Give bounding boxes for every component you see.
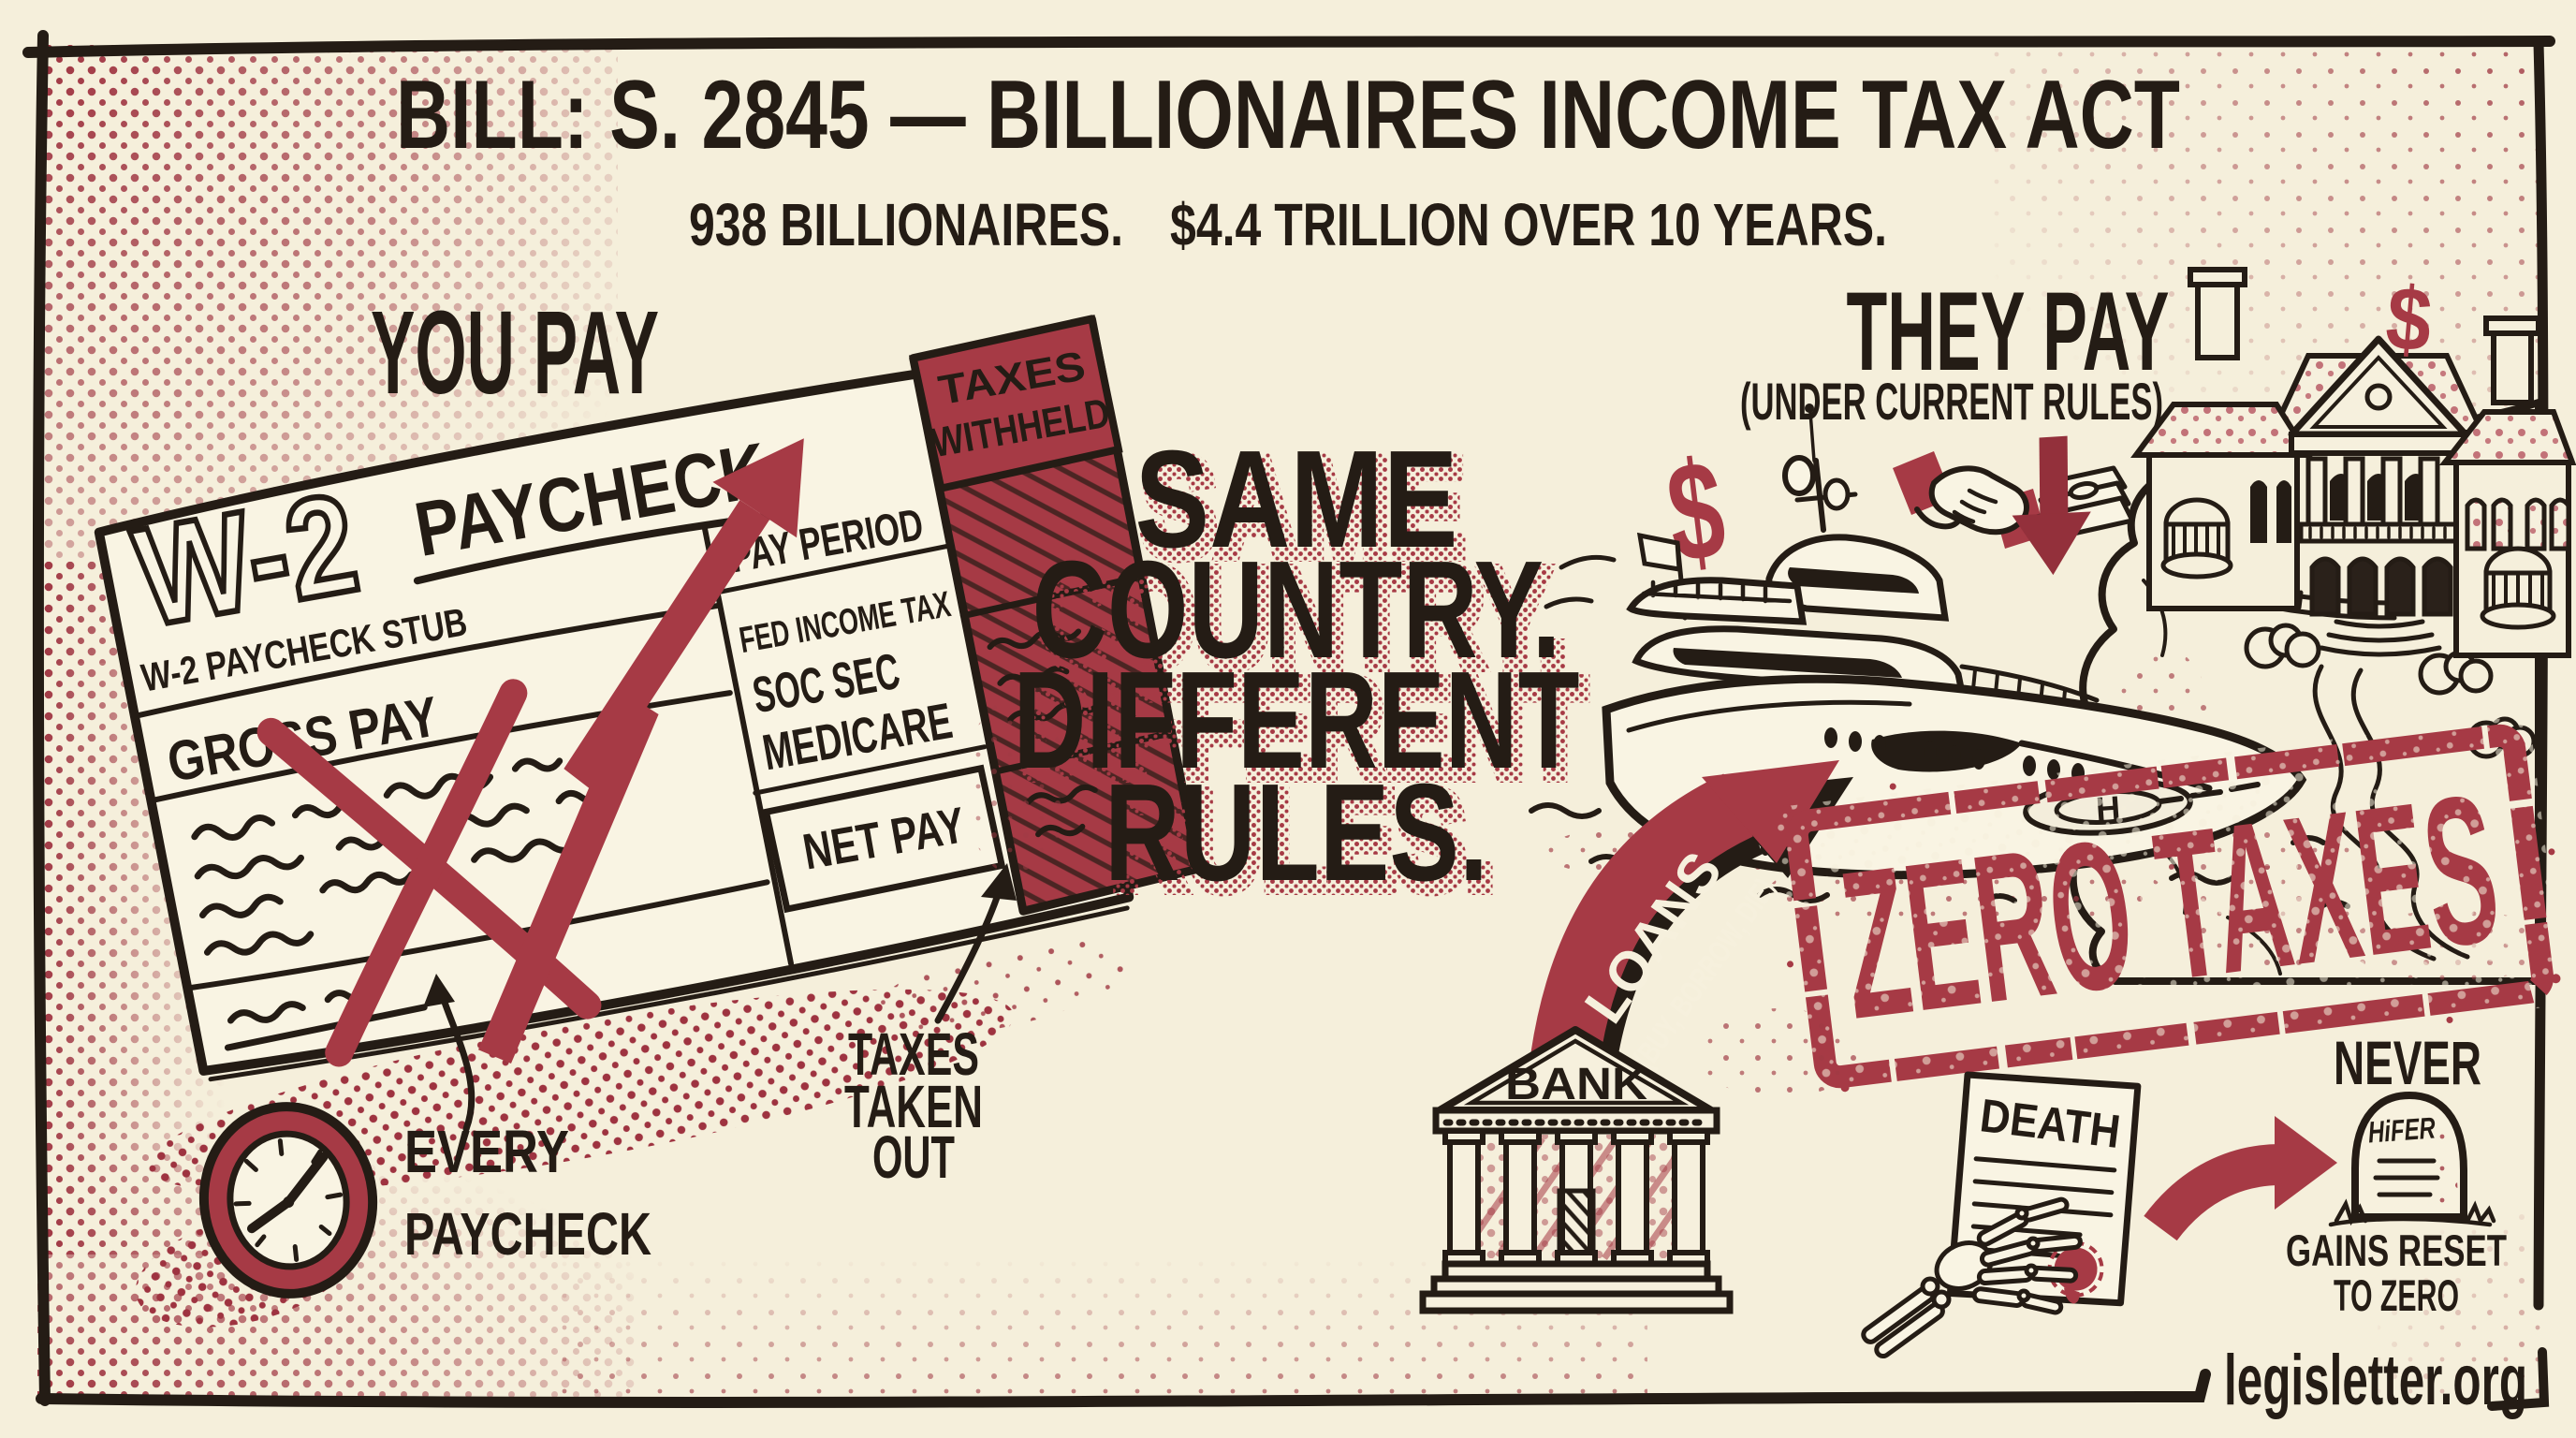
svg-text:RULES.: RULES. [1111, 764, 1495, 918]
center-headline-shadow: SAME COUNTRY. DIFFERENT RULES. [1014, 424, 1593, 925]
clock-icon [198, 1102, 378, 1299]
skeleton-hand-icon [1861, 1196, 2083, 1359]
bank-illustration: BANK [1419, 1026, 1734, 1314]
tombstone-icon: HiFER [2328, 1092, 2496, 1227]
tombstone-inscription: HiFER [2367, 1111, 2437, 1150]
headline-different: DIFFERENT [1014, 643, 1580, 798]
gains-reset-line1: GAINS RESET [2286, 1225, 2507, 1275]
site-credit: legisletter.org [2224, 1341, 2527, 1420]
headline-country: COUNTRY. [1032, 533, 1561, 687]
they-pay-subheading: (UNDER CURRENT RULES) [1740, 372, 2163, 431]
svg-text:COUNTRY.: COUNTRY. [1039, 541, 1568, 696]
every-paycheck-arrow [423, 974, 476, 1133]
center-headline: SAME COUNTRY. DIFFERENT RULES. [1014, 422, 1580, 910]
taxes-taken-line1: TAXES [848, 1020, 979, 1088]
death-certificate: DEATH [1946, 1071, 2142, 1307]
taxes-taken-line2: TAKEN [844, 1073, 983, 1140]
you-pay-heading: YOU PAY [371, 286, 659, 418]
stamp-speckles [1782, 740, 2561, 1093]
right-wing-windows [2465, 497, 2571, 551]
right-turret-balcony [2480, 546, 2556, 630]
colonnade [2298, 456, 2459, 657]
yacht-mast [1782, 404, 1858, 533]
down-arrow-icon [2012, 435, 2091, 576]
header: BILL: S. 2845 — BILLIONAIRES INCOME TAX … [396, 61, 2180, 258]
dollar-sign-right: $ [2382, 268, 2436, 372]
grass-tufts [2328, 1198, 2496, 1227]
taxes-taken-line3: OUT [872, 1123, 955, 1191]
bill-subtitle: 938 BILLIONAIRES. $4.4 TRILLION OVER 10 … [689, 191, 1887, 258]
gains-reset-line2: TO ZERO [2334, 1270, 2459, 1320]
bill-title: BILL: S. 2845 — BILLIONAIRES INCOME TAX … [396, 61, 2180, 169]
left-turret-balcony [2160, 497, 2233, 580]
bank-label: BANK [1505, 1060, 1647, 1109]
taxes-withheld-column: TAXES WITHHELD [908, 315, 1203, 916]
svg-text:SAME: SAME [1142, 431, 1465, 585]
zigzag-arrow [477, 438, 804, 1064]
stamp-shadow-dots [1699, 1008, 1858, 1098]
svg-text:DIFFERENT: DIFFERENT [1020, 652, 1587, 806]
every-paycheck-line2: PAYCHECK [404, 1200, 651, 1268]
paycheck-shadow-dots-right [872, 940, 1131, 1035]
center-text-dots [964, 697, 1067, 875]
headline-rules: RULES. [1105, 756, 1488, 910]
they-pay-heading: THEY PAY [1847, 269, 2170, 394]
paycheck-shadow-dots [146, 989, 1015, 1193]
headline-same: SAME [1135, 422, 1458, 577]
grave-arrow [2144, 1116, 2337, 1241]
never-label: NEVER [2334, 1028, 2481, 1097]
bank-steps [1419, 1260, 1734, 1314]
zero-taxes-stamp: ZERO TAXES [1775, 714, 2565, 1098]
bank-door [1557, 1188, 1596, 1255]
every-paycheck-line1: EVERY [404, 1118, 569, 1185]
chimneys [2188, 267, 2541, 405]
